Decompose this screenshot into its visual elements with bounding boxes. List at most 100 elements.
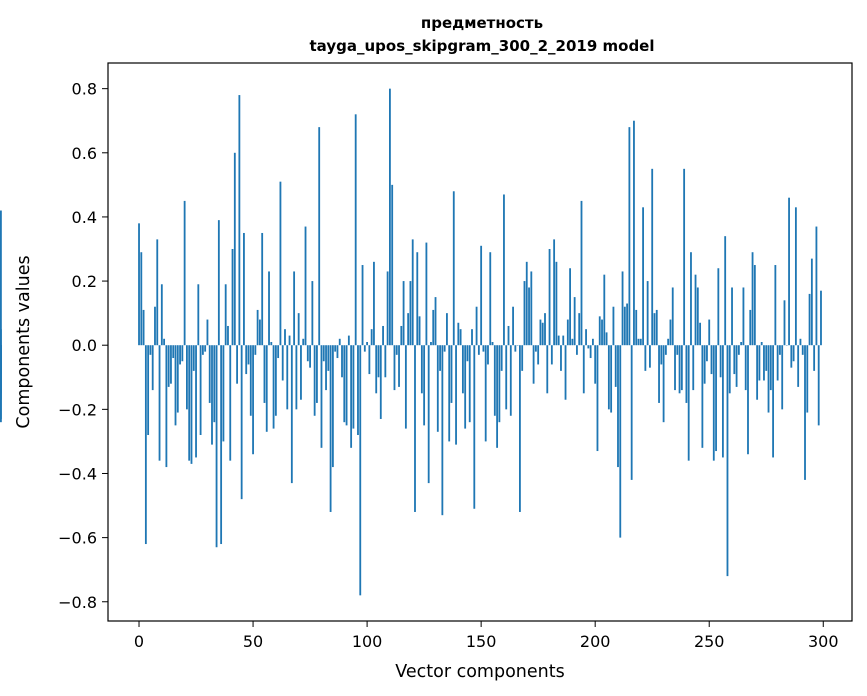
bar <box>664 345 667 355</box>
bar <box>571 338 574 346</box>
bar <box>389 88 391 346</box>
bar <box>384 345 387 378</box>
bar <box>676 345 679 355</box>
bar <box>708 319 711 346</box>
bar <box>699 322 702 346</box>
bar <box>188 345 191 461</box>
bar <box>170 345 172 384</box>
bar <box>626 303 629 346</box>
bar <box>491 342 494 346</box>
bar <box>391 184 394 346</box>
x-tick-label: 300 <box>808 632 839 651</box>
bar <box>423 345 426 426</box>
bar <box>345 345 348 426</box>
bar <box>512 306 514 346</box>
bar <box>398 345 400 387</box>
bar <box>744 345 747 391</box>
bar <box>815 226 818 346</box>
bar <box>281 345 284 381</box>
bar <box>217 220 220 346</box>
bar <box>430 342 432 346</box>
bar <box>140 252 143 346</box>
bar <box>733 345 736 375</box>
bar <box>288 335 291 346</box>
bar <box>751 252 754 346</box>
bar <box>610 345 613 413</box>
bar <box>204 345 207 352</box>
bar <box>247 345 250 365</box>
bar <box>580 200 583 346</box>
bar <box>534 345 537 352</box>
bar <box>249 345 252 416</box>
bar <box>701 345 704 448</box>
bar <box>496 345 499 448</box>
bar <box>619 345 622 538</box>
bar <box>808 293 811 346</box>
bar <box>427 345 430 484</box>
bar <box>220 345 223 545</box>
bar <box>810 258 813 346</box>
bar <box>461 345 464 394</box>
bar <box>724 236 727 346</box>
bar <box>482 345 485 352</box>
bar <box>347 335 350 346</box>
bar <box>215 345 218 548</box>
bar <box>252 345 254 455</box>
bar <box>393 345 396 391</box>
bar <box>320 345 323 448</box>
bar <box>519 345 521 512</box>
bar <box>254 345 257 355</box>
bar <box>160 284 163 346</box>
bar <box>683 168 686 346</box>
bar <box>350 345 353 448</box>
bar <box>690 252 692 346</box>
bar <box>263 345 266 403</box>
bar <box>279 181 282 346</box>
bar <box>245 345 248 375</box>
bar <box>311 281 314 346</box>
bar <box>464 345 467 429</box>
x-axis-label: Vector components <box>395 662 564 682</box>
bar <box>507 325 510 346</box>
bar <box>788 197 790 346</box>
bar <box>179 345 181 365</box>
bar <box>149 345 152 355</box>
bar <box>201 345 204 355</box>
bar <box>493 345 496 416</box>
x-tick-label: 250 <box>694 632 725 651</box>
bar <box>523 281 526 346</box>
bar <box>667 338 670 346</box>
bar <box>717 268 720 346</box>
bar <box>434 297 437 346</box>
bar <box>377 345 380 378</box>
bar <box>147 345 150 435</box>
bar <box>749 309 752 346</box>
bar <box>331 345 334 468</box>
bar <box>765 345 768 371</box>
bar <box>790 345 793 368</box>
y-tick-label: −0.8 <box>58 593 97 612</box>
bar <box>797 345 800 387</box>
bar <box>414 345 416 512</box>
bar <box>302 338 305 346</box>
bar <box>304 226 307 346</box>
bar <box>309 345 311 368</box>
bar <box>820 290 822 346</box>
bar <box>286 345 289 410</box>
bar <box>550 345 553 365</box>
bar <box>151 345 154 391</box>
bar <box>767 345 770 413</box>
bar <box>455 345 457 445</box>
bar <box>487 345 489 365</box>
bar <box>596 345 599 452</box>
bar <box>548 249 551 346</box>
bar <box>366 342 369 346</box>
bar <box>557 335 560 346</box>
bar <box>603 274 606 346</box>
bar <box>375 345 378 394</box>
bar <box>229 345 232 461</box>
bar <box>794 207 797 346</box>
chart-title-line-1: предметность <box>421 14 543 32</box>
bar <box>687 345 690 461</box>
